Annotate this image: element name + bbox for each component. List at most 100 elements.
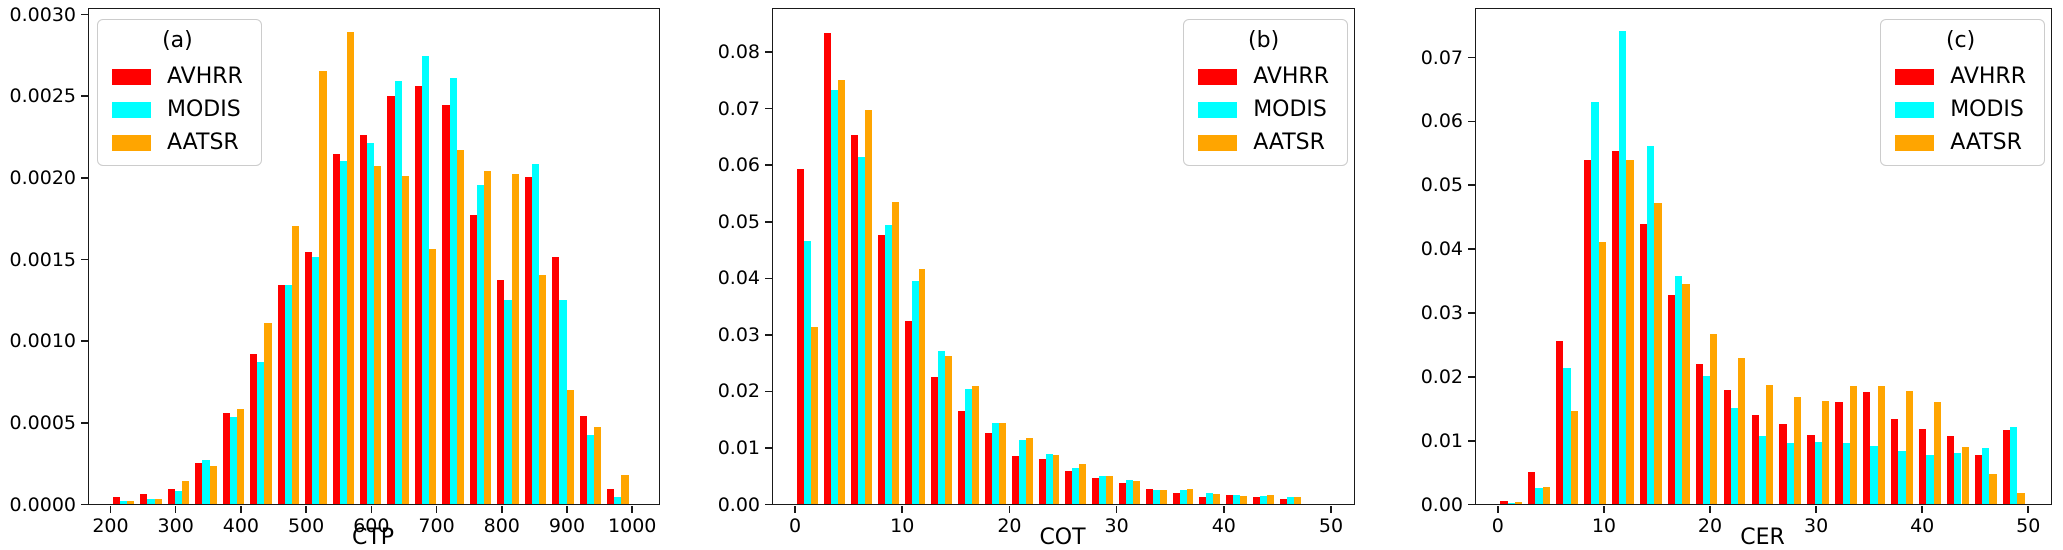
y-tick-mark [81, 503, 88, 506]
bar-avhrr [250, 353, 258, 504]
bar-aatsr [1052, 454, 1060, 504]
legend-entry-modis: MODIS [112, 98, 243, 122]
x-tick-mark [109, 506, 112, 514]
bar-aatsr [127, 500, 135, 504]
bar-modis [284, 285, 292, 504]
legend-label: AVHRR [1253, 64, 1329, 89]
bar-avhrr [1611, 150, 1620, 504]
bar-avhrr [1500, 501, 1508, 504]
bar-avhrr [222, 412, 230, 504]
y-tick-mark [765, 277, 772, 280]
legend-swatch-avhrr-icon [112, 69, 151, 85]
y-tick-label: 0.03 [1420, 301, 1463, 324]
legend-label: MODIS [167, 97, 241, 122]
bar-aatsr [1598, 241, 1606, 504]
bar-modis [1072, 468, 1080, 504]
bar-avhrr [1226, 494, 1234, 504]
y-tick-mark [81, 258, 88, 261]
x-tick-mark [566, 506, 568, 514]
bar-avhrr [1863, 391, 1871, 504]
bar-modis [1152, 489, 1160, 504]
legend: (b) AVHRR MODIS AATSR [1183, 19, 1348, 166]
legend-title: (a) [162, 28, 193, 53]
bar-avhrr [1556, 341, 1564, 504]
x-tick-mark [1603, 506, 1605, 514]
bar-aatsr [1738, 357, 1746, 504]
bar-modis [1179, 489, 1187, 504]
bar-aatsr [1933, 402, 1941, 504]
bar-aatsr [1159, 490, 1167, 504]
x-tick-mark [631, 506, 633, 514]
bar-avhrr [797, 169, 805, 504]
panel-cot: (b) AVHRR MODIS AATSR COT 0.00 0.01 0.02 0.03 0… [700, 0, 1387, 550]
y-tick-label: 0.0030 [9, 3, 76, 26]
bar-modis [257, 361, 265, 504]
bar-modis [1814, 442, 1822, 504]
y-tick-label: 0.08 [717, 41, 760, 64]
bar-avhrr [195, 463, 203, 504]
bar-aatsr [945, 355, 953, 504]
bar-modis [1259, 495, 1267, 504]
bar-aatsr [1793, 396, 1802, 504]
bar-modis [229, 417, 237, 504]
bar-modis [559, 299, 567, 504]
bar-avhrr [1118, 483, 1126, 504]
bar-modis [1206, 493, 1214, 504]
y-tick-mark [1468, 312, 1475, 314]
bar-modis [202, 459, 210, 504]
bar-modis [1926, 454, 1934, 504]
bar-aatsr [1079, 463, 1087, 504]
bar-avhrr [1172, 493, 1180, 504]
legend-label: MODIS [1950, 97, 2024, 122]
x-tick-label: 20 [1697, 515, 1723, 537]
bar-modis [938, 351, 946, 504]
x-tick-mark [500, 506, 503, 514]
bar-modis [586, 435, 594, 504]
bar-modis [1125, 480, 1133, 504]
x-tick-mark [1223, 506, 1225, 514]
y-tick-label: 0.01 [717, 437, 760, 460]
x-tick-mark [370, 506, 373, 514]
bar-avhrr [850, 134, 858, 504]
bar-avhrr [112, 497, 120, 504]
x-tick-label: 10 [1591, 515, 1616, 537]
bar-aatsr [539, 275, 547, 504]
bar-avhrr [1695, 364, 1703, 504]
bar-modis [2010, 427, 2018, 504]
x-tick-label: 50 [2016, 515, 2041, 537]
x-tick-mark [305, 506, 307, 514]
bar-modis [1619, 31, 1627, 504]
bar-modis [120, 500, 128, 504]
y-tick-mark [765, 107, 772, 110]
y-tick-label: 0.04 [717, 267, 760, 290]
bar-aatsr [1514, 502, 1523, 504]
legend-label: MODIS [1253, 97, 1327, 122]
bar-avhrr [1835, 401, 1843, 504]
bar-avhrr [2002, 429, 2011, 504]
bar-aatsr [484, 170, 492, 504]
bar-aatsr [182, 481, 190, 504]
y-tick-label: 0.0005 [9, 411, 76, 434]
bar-avhrr [332, 154, 340, 504]
bar-avhrr [277, 285, 285, 504]
bar-modis [531, 164, 540, 504]
bar-avhrr [1974, 454, 1983, 504]
bar-modis [1647, 145, 1655, 504]
bar-modis [1898, 451, 1906, 504]
bar-aatsr [429, 249, 437, 504]
y-tick-label: 0.00 [1420, 493, 1463, 516]
x-tick-label: 1000 [608, 515, 657, 537]
bar-avhrr [1038, 459, 1046, 504]
y-tick-label: 0.0010 [9, 330, 76, 353]
bar-aatsr [1186, 489, 1194, 504]
bar-aatsr [621, 474, 629, 504]
y-tick-mark [1468, 120, 1475, 123]
y-tick-label: 0.03 [717, 323, 760, 346]
bar-modis [884, 224, 892, 504]
bar-avhrr [579, 415, 587, 504]
x-tick-mark [1008, 506, 1011, 514]
bar-aatsr [154, 499, 162, 504]
legend-swatch-modis-icon [1198, 102, 1238, 118]
bar-aatsr [264, 322, 272, 504]
x-tick-label: 400 [222, 515, 260, 537]
